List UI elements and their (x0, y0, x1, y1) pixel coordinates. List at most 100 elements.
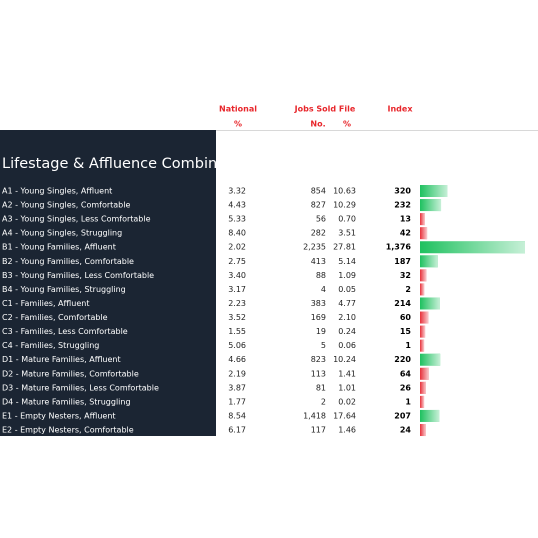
jobs-pct: 1.46 (338, 426, 356, 435)
index-value: 26 (400, 383, 412, 392)
index-value: 60 (400, 313, 412, 322)
index-value: 1,376 (386, 243, 412, 252)
jobs-no: 854 (311, 187, 326, 196)
jobs-no: 2,235 (303, 243, 326, 252)
index-value: 214 (394, 299, 411, 308)
index-bar-fade (420, 339, 425, 352)
index-value: 207 (394, 411, 411, 420)
index-value: 15 (400, 327, 412, 336)
row-label: A3 - Young Singles, Less Comfortable (2, 215, 151, 224)
row-label: B1 - Young Families, Affluent (2, 243, 116, 252)
jobs-no: 282 (311, 229, 326, 238)
index-bar-fade (420, 424, 426, 437)
national-pct: 8.54 (228, 411, 246, 420)
national-pct: 3.87 (228, 383, 246, 392)
index-bar-fade (420, 353, 441, 366)
jobs-pct: 10.63 (333, 187, 356, 196)
national-pct: 3.32 (228, 187, 246, 196)
index-bar-fade (420, 409, 440, 422)
national-pct: 6.17 (228, 426, 246, 435)
header-jobs: Jobs Sold File (294, 105, 356, 114)
national-pct: 3.40 (228, 271, 246, 280)
jobs-pct: 3.51 (338, 229, 356, 238)
row-label: B3 - Young Families, Less Comfortable (2, 271, 154, 280)
index-bar-fade (420, 199, 442, 212)
header-jobs-pct: % (343, 120, 351, 129)
index-value: 220 (394, 355, 411, 364)
index-bar-fade (420, 283, 425, 296)
jobs-no: 56 (316, 215, 326, 224)
row-label: A1 - Young Singles, Affluent (2, 187, 112, 196)
row-label: D3 - Mature Families, Less Comfortable (2, 383, 159, 392)
jobs-no: 88 (316, 271, 326, 280)
national-pct: 3.17 (228, 285, 246, 294)
row-label: D1 - Mature Families, Affluent (2, 355, 121, 364)
jobs-no: 2 (321, 397, 326, 406)
jobs-no: 823 (311, 355, 326, 364)
index-bar-fade (420, 297, 440, 310)
national-pct: 8.40 (228, 229, 246, 238)
jobs-no: 4 (321, 285, 326, 294)
row-label: A2 - Young Singles, Comfortable (2, 201, 130, 210)
jobs-pct: 1.09 (338, 271, 356, 280)
jobs-no: 1,418 (303, 411, 326, 420)
national-pct: 4.43 (228, 201, 246, 210)
jobs-pct: 0.70 (338, 215, 356, 224)
side-panel (0, 130, 216, 436)
jobs-pct: 0.02 (338, 397, 356, 406)
jobs-pct: 10.29 (333, 201, 356, 210)
title: Lifestage & Affluence Combination (2, 156, 254, 172)
row-label: A4 - Young Singles, Struggling (2, 229, 122, 238)
row-label: B2 - Young Families, Comfortable (2, 257, 134, 266)
header-national: National (219, 105, 257, 114)
index-value: 1 (405, 397, 411, 406)
index-value: 24 (400, 426, 412, 435)
index-bar-fade (420, 269, 427, 282)
national-pct: 4.66 (228, 355, 246, 364)
index-bar-fade (420, 381, 426, 394)
index-value: 1 (405, 341, 411, 350)
header-index: Index (388, 105, 414, 114)
index-bar-fade (420, 213, 425, 226)
national-pct: 2.02 (228, 243, 246, 252)
index-value: 232 (394, 201, 411, 210)
row-label: E1 - Empty Nesters, Affluent (2, 411, 116, 420)
jobs-pct: 1.41 (338, 369, 356, 378)
national-pct: 3.52 (228, 313, 246, 322)
national-pct: 2.75 (228, 257, 246, 266)
national-pct: 2.23 (228, 299, 246, 308)
jobs-no: 19 (316, 327, 326, 336)
row-label: E2 - Empty Nesters, Comfortable (2, 426, 134, 435)
row-label: D2 - Mature Families, Comfortable (2, 369, 139, 378)
index-bar-fade (420, 325, 426, 338)
index-value: 320 (394, 187, 411, 196)
index-bar-fade (420, 185, 448, 197)
jobs-no: 413 (311, 257, 326, 266)
index-value: 42 (400, 229, 411, 238)
jobs-pct: 0.24 (338, 327, 356, 336)
index-bar-fade (420, 311, 429, 324)
jobs-pct: 2.10 (338, 313, 356, 322)
index-bar-fade (420, 367, 429, 380)
jobs-pct: 4.77 (338, 299, 356, 308)
jobs-no: 169 (311, 313, 326, 322)
index-bar-fade (420, 227, 428, 240)
jobs-pct: 27.81 (333, 243, 356, 252)
row-label: C4 - Families, Struggling (2, 341, 99, 350)
jobs-no: 5 (321, 341, 326, 350)
jobs-pct: 5.14 (338, 257, 356, 266)
jobs-no: 827 (311, 201, 326, 210)
index-value: 2 (405, 285, 411, 294)
jobs-pct: 1.01 (338, 383, 356, 392)
national-pct: 1.55 (228, 327, 246, 336)
national-pct: 1.77 (228, 397, 246, 406)
national-pct: 2.19 (228, 369, 246, 378)
national-pct: 5.33 (228, 215, 246, 224)
jobs-no: 117 (311, 426, 326, 435)
row-label: B4 - Young Families, Struggling (2, 285, 126, 294)
index-bar-fade (420, 241, 525, 254)
national-pct: 5.06 (228, 341, 246, 350)
jobs-pct: 17.64 (333, 411, 356, 420)
